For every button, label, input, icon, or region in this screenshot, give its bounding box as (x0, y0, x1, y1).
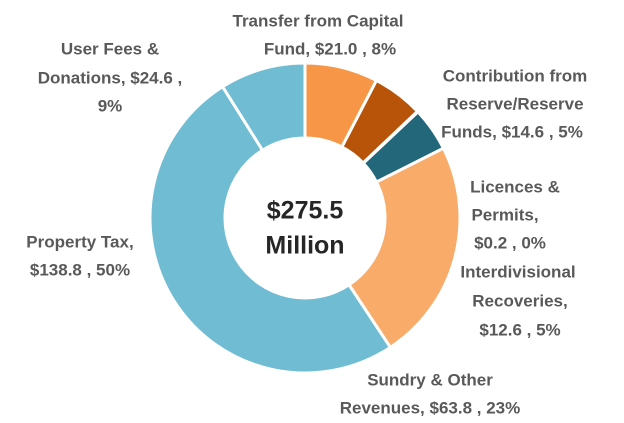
data-label: 9% (98, 96, 123, 115)
data-label: Interdivisional (460, 262, 575, 281)
data-label: Permits, (471, 205, 538, 224)
data-label: Licences & (470, 177, 560, 196)
data-label: Contribution from (443, 66, 587, 85)
data-label: Property Tax, (26, 232, 133, 251)
center-label: $275.5 (267, 197, 344, 225)
data-label: Reserve/Reserve (446, 94, 583, 113)
data-label: Funds, $14.6 , 5% (441, 122, 583, 141)
data-label: User Fees & (61, 39, 159, 58)
donut-segment (148, 84, 393, 375)
data-label: Revenues, $63.8 , 23% (340, 398, 521, 417)
data-label: $138.8 , 50% (30, 260, 130, 279)
data-label: $12.6 , 5% (479, 320, 560, 339)
donut-segment (361, 109, 446, 184)
center-label: Million (265, 232, 344, 260)
data-label: Fund, $21.0 , 8% (264, 39, 396, 58)
data-label: Recoveries, (472, 291, 567, 310)
data-label: Donations, $24.6 , (38, 68, 183, 87)
data-label: Transfer from Capital (233, 11, 404, 30)
donut-segment (347, 146, 462, 350)
data-label: Sundry & Other (367, 370, 493, 389)
donut-segment (303, 61, 379, 150)
data-label: $0.2 , 0% (474, 233, 546, 252)
donut-segment (339, 78, 420, 166)
